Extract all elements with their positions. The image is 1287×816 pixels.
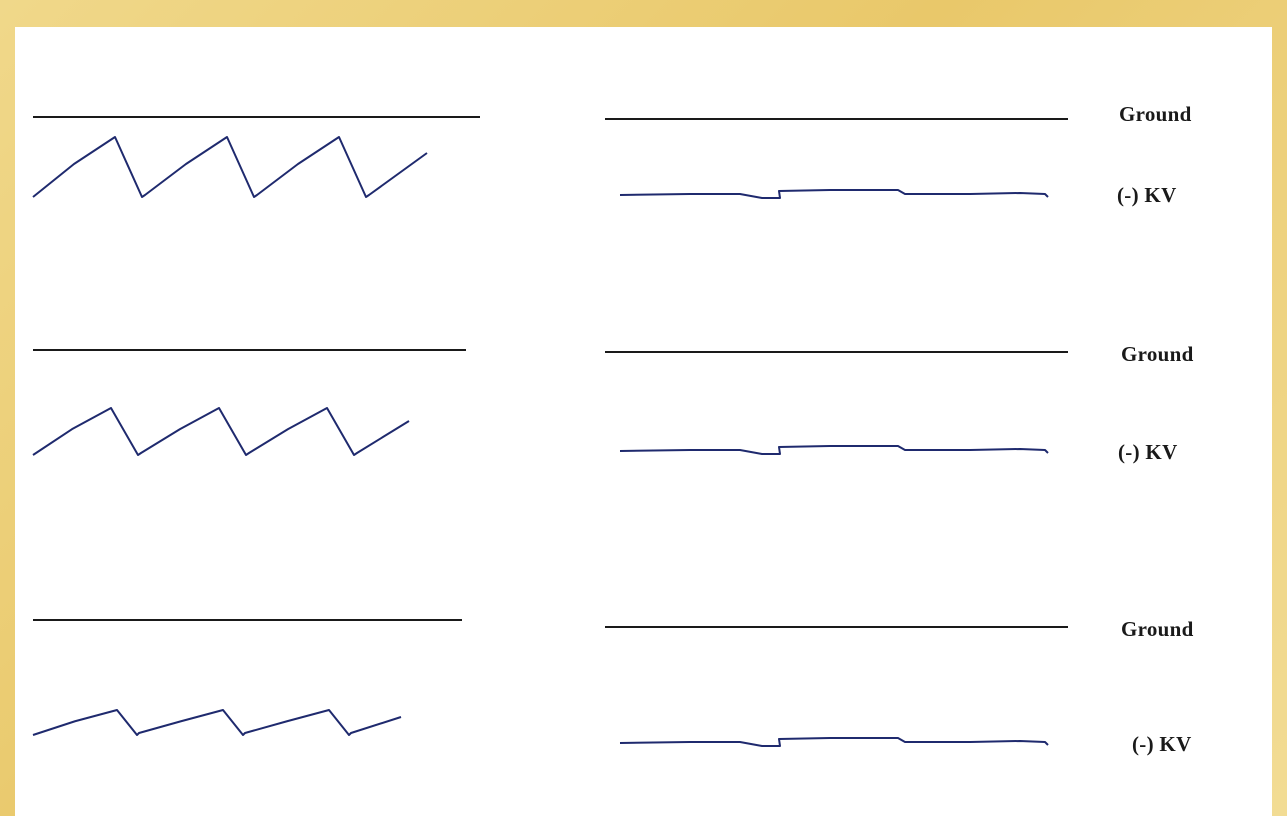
ground-label-2: Ground — [1121, 342, 1194, 366]
kv-trace-1 — [619, 189, 1049, 199]
kv-label-3: (-) KV — [1132, 732, 1192, 756]
kv-label-2: (-) KV — [1118, 440, 1178, 464]
kv-label-1: (-) KV — [1117, 183, 1177, 207]
ground-label-3: Ground — [1121, 617, 1194, 641]
sawtooth-waveform-2 — [32, 407, 410, 456]
sawtooth-waveform-3 — [32, 709, 402, 736]
diagram-panel — [15, 27, 1272, 816]
ground-label-1: Ground — [1119, 102, 1192, 126]
sawtooth-waveform-1 — [32, 136, 428, 198]
kv-trace-3 — [619, 737, 1049, 747]
kv-trace-2 — [619, 445, 1049, 455]
